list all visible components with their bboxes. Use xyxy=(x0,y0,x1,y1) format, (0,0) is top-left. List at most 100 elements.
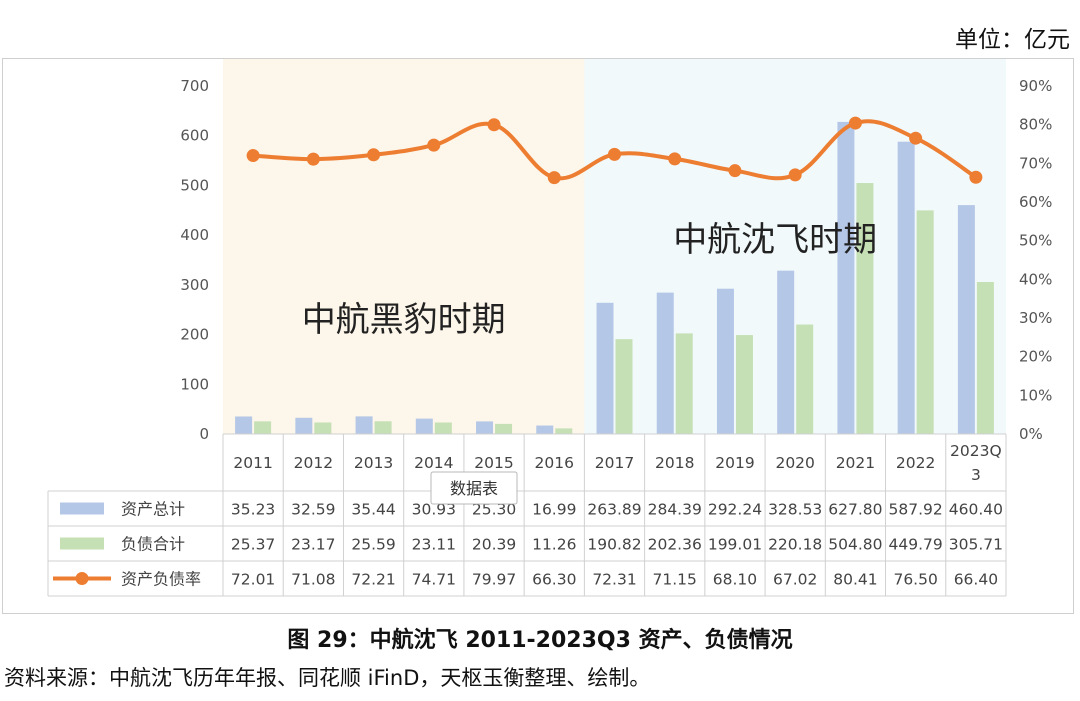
tooltip-text: 数据表 xyxy=(450,479,498,498)
table-cell: 30.93 xyxy=(412,501,456,519)
unit-label: 单位：亿元 xyxy=(955,27,1070,53)
table-cell: 460.40 xyxy=(949,501,1003,519)
table-cell: 305.71 xyxy=(949,536,1003,554)
category-label: 2018 xyxy=(655,454,694,472)
y-left-tick: 400 xyxy=(180,226,209,244)
table-cell: 72.01 xyxy=(231,571,275,589)
table-cell: 71.08 xyxy=(291,571,335,589)
table-cell: 72.31 xyxy=(592,571,636,589)
table-cell: 587.92 xyxy=(889,501,943,519)
table-cell: 220.18 xyxy=(768,536,822,554)
category-label: 2011 xyxy=(233,454,272,472)
table-cell: 66.30 xyxy=(532,571,576,589)
legend-label: 资产负债率 xyxy=(121,570,201,589)
bar-assets xyxy=(837,121,855,435)
y-right-tick: 20% xyxy=(1019,348,1052,366)
bar-assets xyxy=(777,270,795,434)
table-cell: 71.15 xyxy=(653,571,697,589)
bar-assets xyxy=(295,417,313,434)
y-left-tick: 700 xyxy=(180,77,209,95)
y-right-tick: 10% xyxy=(1019,386,1052,404)
y-right-tick: 80% xyxy=(1019,116,1052,134)
bar-liabilities xyxy=(615,339,633,434)
figure-caption: 图 29：中航沈飞 2011-2023Q3 资产、负债情况 xyxy=(287,628,793,653)
table-cell: 202.36 xyxy=(648,536,702,554)
table-cell: 199.01 xyxy=(708,536,762,554)
y-right-tick: 0% xyxy=(1019,425,1043,443)
y-right-tick: 70% xyxy=(1019,154,1052,172)
y-right-tick: 40% xyxy=(1019,270,1052,288)
category-label: 3 xyxy=(971,466,981,484)
bar-assets xyxy=(235,416,253,434)
bar-assets xyxy=(415,418,433,434)
category-label: 2021 xyxy=(836,454,875,472)
bar-liabilities xyxy=(314,422,332,434)
y-left-tick: 200 xyxy=(180,326,209,344)
ratio-point xyxy=(728,164,742,178)
table-cell: 80.41 xyxy=(833,571,877,589)
table-cell: 35.44 xyxy=(351,501,395,519)
table-cell: 190.82 xyxy=(587,536,641,554)
bar-assets xyxy=(596,302,614,434)
y-left-tick: 500 xyxy=(180,176,209,194)
table-cell: 20.39 xyxy=(472,536,516,554)
table-cell: 76.50 xyxy=(893,571,937,589)
category-label: 2013 xyxy=(354,454,393,472)
ratio-point xyxy=(246,149,260,163)
y-right-tick: 60% xyxy=(1019,193,1052,211)
table-cell: 328.53 xyxy=(768,501,822,519)
ratio-point xyxy=(848,116,862,130)
bar-liabilities xyxy=(856,183,874,434)
table-cell: 66.40 xyxy=(954,571,998,589)
bar-liabilities xyxy=(254,421,272,434)
category-label: 2023Q xyxy=(950,442,1002,460)
bar-assets xyxy=(355,416,373,434)
period-bg-shenfei xyxy=(584,59,1006,434)
chart-svg: 0 100 200 300 400 500 600 700 0% 10% 20% 30% 40% 50% 6… xyxy=(47,59,1052,597)
bar-assets xyxy=(897,141,915,434)
category-label: 2014 xyxy=(414,454,453,472)
category-label: 2012 xyxy=(294,454,333,472)
table-cell: 11.26 xyxy=(532,536,576,554)
bar-liabilities xyxy=(916,210,934,434)
legend-key-liabilities xyxy=(60,537,104,550)
table-cell: 72.21 xyxy=(351,571,395,589)
bar-liabilities xyxy=(434,422,452,434)
legend-label: 负债合计 xyxy=(121,535,185,554)
bar-assets xyxy=(656,292,674,434)
category-label: 2020 xyxy=(775,454,814,472)
table-cell: 68.10 xyxy=(713,571,757,589)
ratio-point xyxy=(668,152,682,166)
bar-liabilities xyxy=(555,428,573,434)
chart-frame: 0 100 200 300 400 500 600 700 0% 10% 20% 30% 40% 50% 6… xyxy=(2,58,1074,614)
ratio-point xyxy=(427,138,441,152)
category-label: 2016 xyxy=(535,454,574,472)
source-note: 资料来源：中航沈飞历年年报、同花顺 iFinD，天枢玉衡整理、绘制。 xyxy=(4,666,651,690)
table-cell: 25.30 xyxy=(472,501,516,519)
ratio-point xyxy=(306,152,320,166)
table-cell: 25.37 xyxy=(231,536,275,554)
ratio-point xyxy=(969,170,983,184)
y-left-tick: 100 xyxy=(180,375,209,393)
ratio-point xyxy=(367,148,381,162)
table-cell: 23.11 xyxy=(412,536,456,554)
table-cell: 449.79 xyxy=(889,536,943,554)
table-cell: 263.89 xyxy=(587,501,641,519)
bar-liabilities xyxy=(675,333,693,434)
table-cell: 32.59 xyxy=(291,501,335,519)
bar-assets xyxy=(536,425,554,434)
tooltip-box xyxy=(430,471,518,505)
table-cell: 74.71 xyxy=(412,571,456,589)
bar-liabilities xyxy=(796,324,814,434)
legend-key-assets xyxy=(60,502,104,515)
table-cell: 292.24 xyxy=(708,501,762,519)
period-bg-heibao xyxy=(223,59,585,434)
bar-liabilities xyxy=(735,335,753,434)
ratio-point xyxy=(788,168,802,182)
y-right-tick: 90% xyxy=(1019,77,1052,95)
table-cell: 79.97 xyxy=(472,571,516,589)
y-right-tick: 50% xyxy=(1019,232,1052,250)
ratio-point xyxy=(608,147,621,161)
y-left-tick: 0 xyxy=(199,425,209,443)
legend-key-ratio-point xyxy=(75,572,89,585)
